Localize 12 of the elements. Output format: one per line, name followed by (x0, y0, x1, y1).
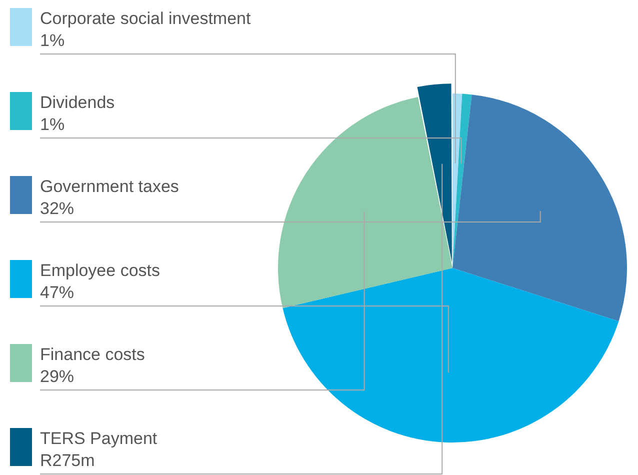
legend-label: Dividends (40, 92, 115, 114)
legend-label: TERS Payment (40, 428, 158, 450)
data-label: 1% (40, 30, 66, 52)
legend-label: Corporate social investment (40, 8, 251, 30)
legend-label: Finance costs (40, 344, 145, 366)
data-label: 1% (40, 114, 66, 136)
data-label: 32% (40, 198, 76, 220)
legend-label: Employee costs (40, 260, 160, 282)
legend-label: Government taxes (40, 176, 179, 198)
data-label: R275m (40, 450, 96, 472)
data-label: 29% (40, 366, 76, 388)
data-label: 47% (40, 282, 76, 304)
